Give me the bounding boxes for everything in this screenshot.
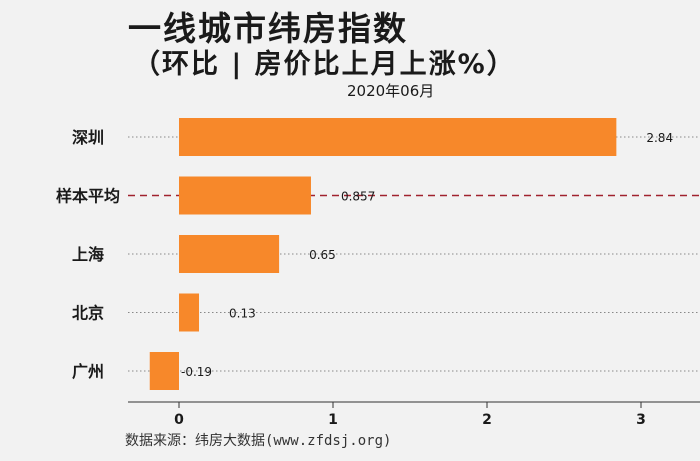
category-label: 广州 <box>72 362 104 381</box>
category-label: 深圳 <box>72 128 104 147</box>
data-source-note: 数据来源：纬房大数据(www.zfdsj.org) <box>125 433 392 449</box>
chart-subtitle: （环比 | 房价比上月上涨%） <box>133 49 516 80</box>
labels: 深圳 2.84 样本平均 0.857 上海 0.65 北京 0.13 广州 -0.19 <box>56 128 673 381</box>
value-label: 0.13 <box>229 307 256 321</box>
category-label: 上海 <box>72 245 104 264</box>
bar-4 <box>179 293 200 332</box>
value-label: 0.65 <box>309 248 336 262</box>
bar-5 <box>149 352 179 390</box>
category-label: 北京 <box>72 304 104 323</box>
bar-1 <box>179 118 617 156</box>
value-label: 2.84 <box>646 131 673 145</box>
bars <box>149 118 617 390</box>
bar-2 <box>179 176 311 215</box>
value-label: 0.857 <box>341 190 375 204</box>
value-label: -0.19 <box>181 365 212 379</box>
bar-3 <box>179 235 280 273</box>
chart-title: 一线城市纬房指数 <box>128 9 408 48</box>
x-tick-label: 1 <box>328 412 338 428</box>
category-label: 样本平均 <box>56 187 120 206</box>
period-label: 2020年06月 <box>347 82 435 100</box>
x-tick-label: 0 <box>174 412 184 428</box>
x-tick-label: 2 <box>482 412 492 428</box>
x-axis: 0 1 2 3 <box>128 401 700 428</box>
x-tick-label: 3 <box>636 412 646 428</box>
